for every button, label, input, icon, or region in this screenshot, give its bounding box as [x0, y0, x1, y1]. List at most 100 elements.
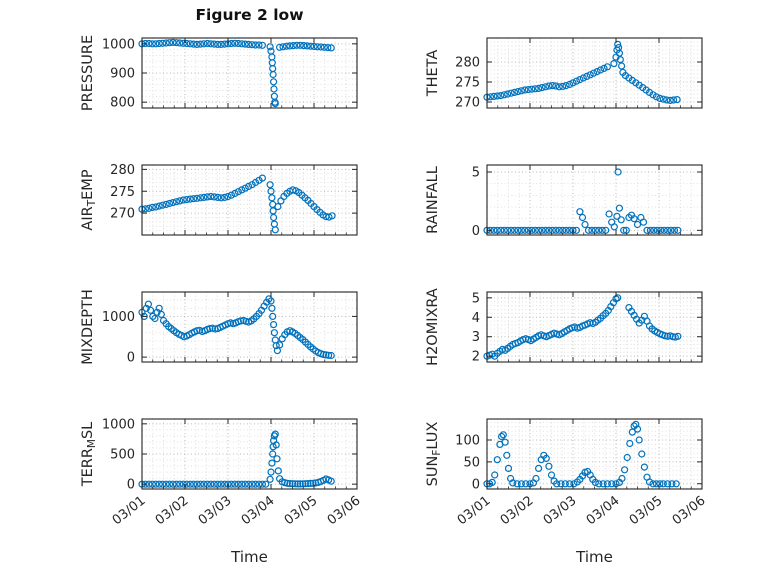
data-point: [503, 451, 511, 459]
data-point: [488, 478, 496, 486]
data-point: [565, 480, 574, 488]
data-point: [490, 92, 498, 101]
data-point: [144, 300, 152, 308]
data-point: [632, 420, 640, 428]
y-axis-label-mixdepth: MIXDEPTH: [80, 289, 96, 365]
x-tick-label: 03/03: [196, 493, 235, 528]
data-point: [504, 226, 512, 234]
y-tick-label: 3: [472, 330, 480, 345]
y-tick-label: 280: [110, 163, 135, 178]
data-point: [531, 226, 539, 234]
data-point: [179, 480, 187, 488]
data-point: [663, 96, 671, 104]
data-point: [307, 479, 315, 487]
data-point: [190, 480, 198, 488]
data-point: [152, 203, 160, 211]
data-point: [210, 193, 218, 201]
scatter-series-theta: [483, 40, 681, 105]
data-point: [583, 72, 591, 81]
y-axis-label-rainfall: RAINFALL: [425, 166, 441, 234]
data-point: [656, 94, 664, 103]
data-point: [241, 40, 249, 48]
data-point: [646, 226, 655, 234]
data-point: [255, 480, 263, 488]
data-point: [203, 39, 211, 48]
data-point: [663, 226, 672, 234]
subplot-mixdepth: 0 1000 MIXDEPTH: [80, 289, 358, 366]
subplot-terr_msl: 0 500 1000 03/01 03/02 03/03 03/04 03/05 03/06 TE…: [80, 417, 363, 528]
data-point: [258, 41, 266, 49]
data-point: [620, 226, 628, 234]
data-point: [291, 480, 299, 488]
data-point: [270, 78, 278, 86]
subplot-rainfall: 0 5 RAINFALL: [425, 164, 703, 239]
y-tick-label: 800: [110, 96, 135, 111]
data-point: [296, 480, 304, 488]
data-point: [588, 226, 596, 234]
data-point: [274, 203, 282, 211]
data-point: [509, 479, 517, 487]
data-point: [620, 466, 629, 474]
data-point: [660, 226, 668, 234]
data-point: [589, 69, 598, 77]
data-point: [265, 295, 273, 303]
data-point: [610, 223, 618, 231]
data-point: [148, 40, 156, 48]
subplot-air_temp: 270 275 280 AIRTEMP: [80, 163, 358, 236]
data-point: [190, 40, 198, 48]
data-point: [272, 441, 280, 449]
y-tick-label: 4: [472, 311, 480, 326]
data-point: [231, 39, 239, 47]
data-point: [183, 480, 191, 488]
data-point: [572, 77, 581, 85]
data-point: [269, 70, 277, 79]
data-point: [157, 310, 165, 318]
x-tick-label: 03/04: [584, 493, 623, 528]
data-point: [517, 480, 526, 488]
data-point: [674, 226, 682, 234]
data-point: [162, 39, 170, 47]
data-point: [541, 83, 550, 91]
data-point: [179, 39, 187, 47]
data-point: [656, 480, 664, 488]
x-tick-label: 03/06: [670, 493, 709, 528]
data-point: [269, 450, 277, 458]
data-point: [501, 438, 509, 446]
data-point: [545, 462, 553, 470]
data-point: [196, 194, 205, 202]
data-point: [190, 195, 198, 203]
data-point: [322, 351, 330, 359]
data-point: [555, 83, 563, 91]
y-axis-label-h2omixra: H2OMIXRA: [425, 288, 441, 366]
data-point: [196, 480, 205, 488]
data-point: [241, 184, 249, 192]
data-point: [268, 194, 276, 202]
data-point: [499, 431, 507, 439]
data-point: [617, 216, 625, 224]
data-point: [251, 480, 260, 488]
data-point: [497, 91, 505, 100]
data-point: [172, 480, 180, 488]
data-point: [207, 40, 215, 48]
scatter-series-pressure: [138, 38, 335, 108]
y-axis-label-sun_flux: SUNFLUX: [425, 422, 443, 487]
x-tick-label: 03/05: [282, 493, 321, 528]
data-point: [553, 480, 561, 488]
y-tick-label: 1000: [102, 417, 135, 432]
data-point: [633, 220, 642, 229]
data-point: [255, 41, 263, 49]
data-point: [293, 41, 301, 49]
x-axis-label-left: Time: [231, 548, 268, 566]
data-point: [155, 304, 163, 312]
data-point: [186, 195, 194, 203]
subplot-theta: 270 275 280 THETA: [425, 37, 703, 111]
data-point: [273, 455, 281, 463]
data-point: [221, 193, 229, 201]
data-point: [155, 39, 163, 48]
data-point: [227, 39, 235, 48]
data-point: [162, 200, 170, 208]
data-point: [153, 308, 161, 316]
data-point: [657, 226, 665, 234]
data-point: [562, 226, 570, 234]
y-tick-label: 900: [110, 67, 135, 82]
